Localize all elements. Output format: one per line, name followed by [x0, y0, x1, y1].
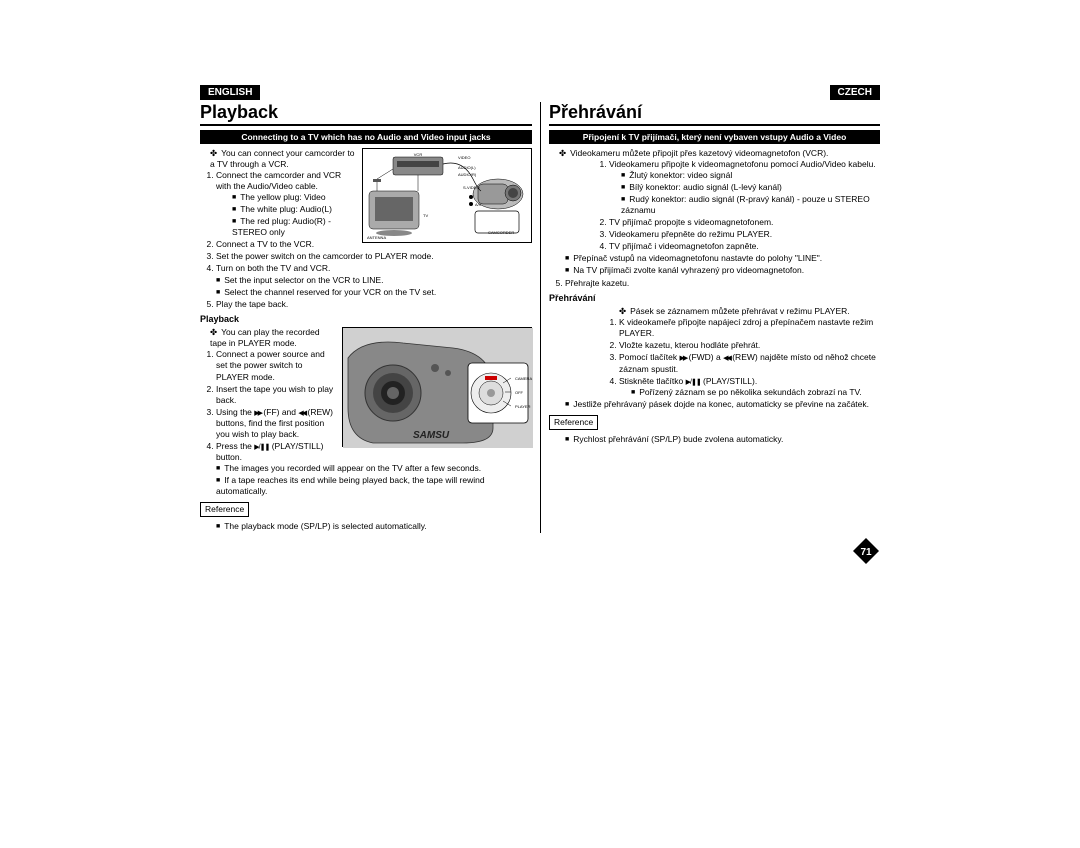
body-left: VCR TV ANTENNA [200, 148, 532, 533]
playstill-icon [686, 376, 701, 386]
label-video: VIDEO [458, 155, 470, 160]
step: Stiskněte tlačítko (PLAY/STILL). Pořízen… [619, 376, 880, 398]
rew-icon [723, 352, 730, 362]
substep: Rudý konektor: audio signál (R-pravý kan… [621, 194, 880, 216]
label-camera: CAMERA [515, 376, 532, 381]
steps-list-right: Videokameru připojte k videomagnetofonu … [549, 159, 880, 252]
label-vcr: VCR [414, 152, 423, 157]
reference-box: Reference [549, 415, 598, 430]
page-number-badge: 71 [852, 537, 880, 565]
label-svideo: S-VIDEO [463, 185, 479, 190]
steps-list-right-cont: Přehrajte kazetu. [549, 278, 880, 289]
section-title-left: Playback [200, 102, 532, 126]
substep: Přepínač vstupů na videomagnetofonu nast… [565, 253, 880, 264]
step: Turn on both the TV and VCR. Set the inp… [216, 263, 532, 297]
label-camcorder: CAMCORDER [488, 230, 514, 235]
subtitle-right: Připojení k TV přijímači, který není vyb… [549, 130, 880, 144]
label-av: A/V [475, 202, 482, 207]
columns: Playback Connecting to a TV which has no… [200, 102, 880, 533]
playstill-icon [254, 441, 269, 451]
step: Videokameru připojte k videomagnetofonu … [609, 159, 880, 216]
playback-heading-left: Playback [200, 314, 532, 326]
step: Play the tape back. [216, 299, 532, 310]
camera-closeup-diagram: SAMSU CAMERA OFF PLAYER [342, 327, 532, 447]
ref-text-right: Rychlost přehrávání (SP/LP) bude zvolena… [565, 434, 880, 445]
column-czech: Přehrávání Připojení k TV přijímači, kte… [540, 102, 880, 533]
substep: Pořízený záznam se po několika sekundách… [631, 387, 880, 398]
substep: If a tape reaches its end while being pl… [216, 475, 532, 497]
substep: Jestliže přehrávaný pásek dojde na konec… [565, 399, 880, 410]
connection-diagram: VCR TV ANTENNA [362, 148, 532, 243]
ref-text-left: The playback mode (SP/LP) is selected au… [216, 521, 532, 532]
substep: Select the channel reserved for your VCR… [216, 287, 532, 298]
step: TV přijímač propojte s videomagnetofonem… [609, 217, 880, 228]
label-antenna: ANTENNA [367, 235, 386, 240]
substep: Bílý konektor: audio signál (L-levý kaná… [621, 182, 880, 193]
lang-tag-czech: CZECH [830, 85, 880, 100]
label-off: OFF [515, 390, 524, 395]
step: TV přijímač i videomagnetofon zapněte. [609, 241, 880, 252]
label-player: PLAYER [515, 404, 531, 409]
step: K videokameře připojte napájecí zdroj a … [619, 317, 880, 339]
step: Videokameru přepněte do režimu PLAYER. [609, 229, 880, 240]
step: Set the power switch on the camcorder to… [216, 251, 532, 262]
label-audiol: AUDIO(L) [458, 165, 476, 170]
step: Press the (PLAY/STILL) button. The image… [216, 441, 532, 497]
lang-tag-english: ENGLISH [200, 85, 260, 100]
substep: Žlutý konektor: video signál [621, 170, 880, 181]
brand-text: SAMSU [413, 430, 450, 441]
playback-heading-right: Přehrávání [549, 293, 880, 305]
manual-page: ENGLISH CZECH Playback Connecting to a T… [200, 85, 880, 533]
pb-intro-right: Pásek se záznamem můžete přehrávat v rež… [549, 306, 880, 317]
label-audior: AUDIO(R) [458, 172, 477, 177]
substep: Na TV přijímači zvolte kanál vyhrazený p… [565, 265, 880, 276]
step: Vložte kazetu, kterou hodláte přehrát. [619, 340, 880, 351]
section-title-right: Přehrávání [549, 102, 880, 126]
step: Přehrajte kazetu. [565, 278, 880, 289]
intro-right: Videokameru můžete připojit přes kazetov… [549, 148, 880, 159]
substep: Set the input selector on the VCR to LIN… [216, 275, 532, 286]
substep: The images you recorded will appear on t… [216, 463, 532, 474]
reference-box: Reference [200, 502, 249, 517]
body-right: Videokameru můžete připojit přes kazetov… [549, 148, 880, 445]
lang-row: ENGLISH CZECH [200, 85, 880, 102]
page-number: 71 [860, 547, 872, 558]
column-english: Playback Connecting to a TV which has no… [200, 102, 540, 533]
label-tv: TV [423, 213, 428, 218]
step: Pomocí tlačítek (FWD) a (REW) najděte mí… [619, 352, 880, 374]
pb-steps-right: K videokameře připojte napájecí zdroj a … [549, 317, 880, 397]
subtitle-left: Connecting to a TV which has no Audio an… [200, 130, 532, 144]
